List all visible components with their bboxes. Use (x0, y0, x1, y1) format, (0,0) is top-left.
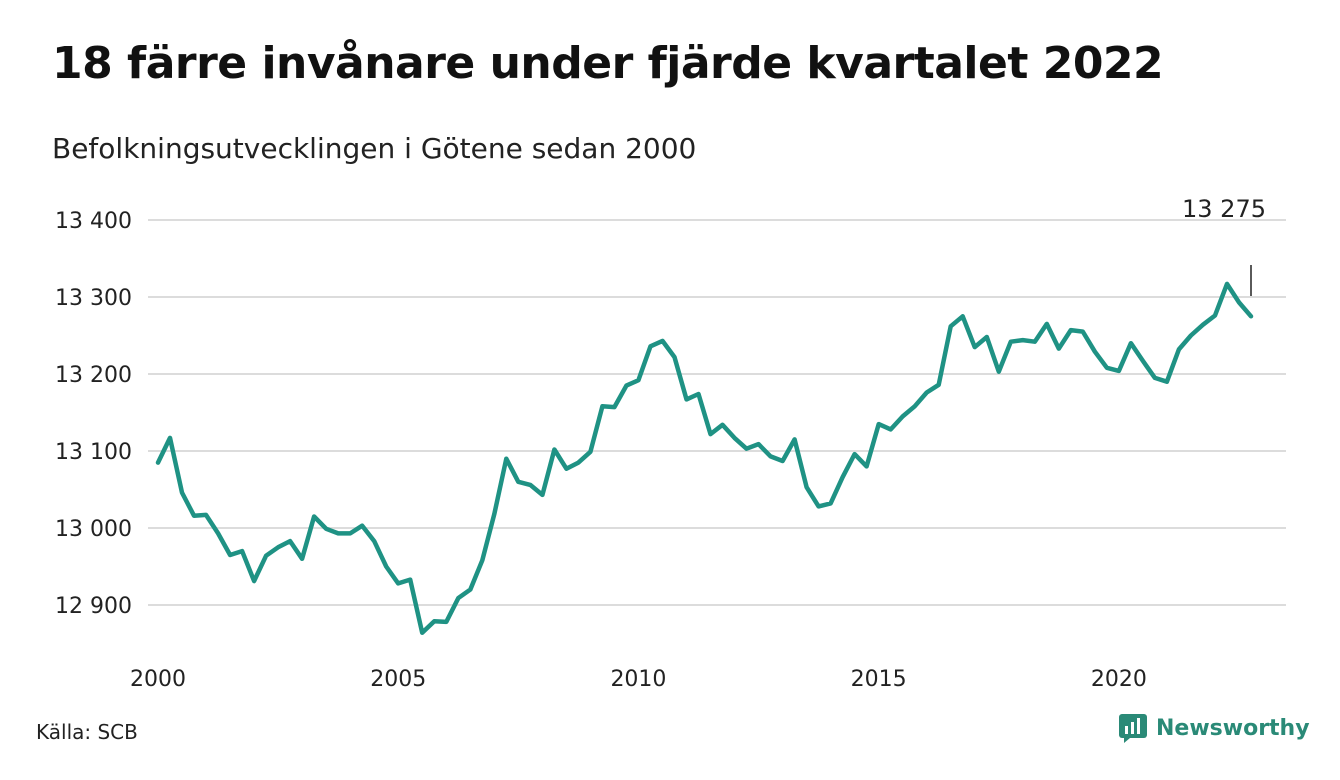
chart-subtitle: Befolkningsutvecklingen i Götene sedan 2… (52, 132, 697, 165)
annotation-label: 13 275 (1182, 195, 1266, 223)
y-axis-ticks: 12 900 13 000 13 100 13 200 13 300 13 400 (55, 209, 132, 619)
chart-title: 18 färre invånare under fjärde kvartalet… (52, 38, 1164, 89)
brand-name: Newsworthy (1156, 715, 1310, 741)
y-tick-label: 13 400 (55, 209, 132, 234)
source-note: Källa: SCB (36, 720, 138, 744)
x-axis-ticks: 2000 2005 2010 2015 2020 (130, 667, 1147, 692)
x-tick-label: 2005 (370, 667, 426, 692)
x-tick-label: 2010 (610, 667, 666, 692)
newsworthy-logo: Newsworthy (1118, 713, 1310, 743)
population-line (155, 281, 1254, 635)
gridlines (148, 219, 1286, 606)
y-tick-label: 13 000 (55, 517, 132, 542)
y-tick-label: 13 200 (55, 363, 132, 388)
chart-logo-icon (1119, 714, 1147, 743)
y-tick-label: 13 300 (55, 286, 132, 311)
line-chart: 12 900 13 000 13 100 13 200 13 300 13 400 200… (55, 195, 1286, 692)
y-tick-label: 12 900 (55, 594, 132, 619)
y-tick-label: 13 100 (55, 440, 132, 465)
x-tick-label: 2015 (851, 667, 907, 692)
x-tick-label: 2020 (1091, 667, 1147, 692)
x-tick-label: 2000 (130, 667, 186, 692)
